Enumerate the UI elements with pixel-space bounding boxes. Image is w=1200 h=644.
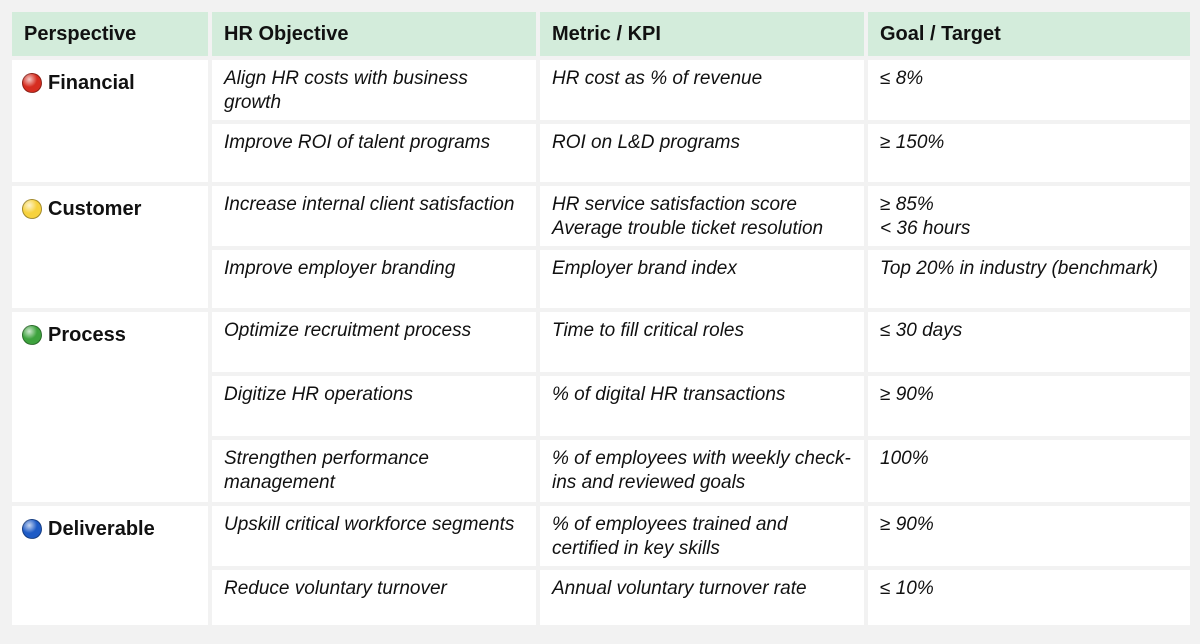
goal-text: ≥ 90%: [880, 514, 934, 535]
goal-text: ≥ 90%: [880, 384, 934, 405]
red-circle-icon: [22, 73, 42, 93]
metric-cell: HR service satisfaction score Average tr…: [540, 186, 864, 246]
metric-text: Annual voluntary turnover rate: [552, 578, 807, 599]
metric-cell: Time to fill critical roles: [540, 312, 864, 372]
perspective-label: Process: [48, 324, 126, 346]
perspective-label: Deliverable: [48, 518, 155, 540]
metric-text: HR cost as % of revenue: [552, 68, 763, 89]
objective-text: management: [224, 472, 335, 493]
goal-text: 100%: [880, 448, 929, 469]
green-circle-icon: [22, 325, 42, 345]
metric-cell: ROI on L&D programs: [540, 124, 864, 182]
objective-text: Improve ROI of talent programs: [224, 132, 491, 153]
objective-cell: Improve employer branding: [212, 250, 536, 308]
objective-cell: Strengthen performance management: [212, 440, 536, 502]
objective-text: growth: [224, 92, 282, 113]
metric-cell: Employer brand index: [540, 250, 864, 308]
header-goal-target: Goal / Target: [868, 12, 1190, 56]
perspective-customer: Customer: [12, 186, 208, 308]
metric-cell: % of employees with weekly check- ins an…: [540, 440, 864, 502]
perspective-label: Financial: [48, 72, 135, 94]
goal-text: ≤ 10%: [880, 578, 934, 599]
objective-text: Digitize HR operations: [224, 384, 414, 405]
goal-text: Top 20% in industry (benchmark): [880, 258, 1159, 279]
metric-text: % of employees with weekly check-: [552, 448, 851, 469]
header-metric-kpi: Metric / KPI: [540, 12, 864, 56]
objective-cell: Align HR costs with business growth: [212, 60, 536, 120]
goal-cell: ≤ 10%: [868, 570, 1190, 625]
metric-cell: % of digital HR transactions: [540, 376, 864, 436]
metric-text: certified in key skills: [552, 538, 720, 559]
objective-cell: Upskill critical workforce segments: [212, 506, 536, 566]
goal-cell: ≥ 150%: [868, 124, 1190, 182]
goal-cell: Top 20% in industry (benchmark): [868, 250, 1190, 308]
metric-text: Average trouble ticket resolution: [552, 218, 824, 239]
header-perspective: Perspective: [12, 12, 208, 56]
goal-cell: ≥ 85% < 36 hours: [868, 186, 1190, 246]
perspective-deliverable: Deliverable: [12, 506, 208, 625]
objective-cell: Reduce voluntary turnover: [212, 570, 536, 625]
balanced-scorecard-table: Perspective HR Objective Metric / KPI Go…: [12, 12, 1190, 631]
objective-text: Align HR costs with business: [224, 68, 468, 89]
objective-text: Reduce voluntary turnover: [224, 578, 447, 599]
metric-text: % of digital HR transactions: [552, 384, 786, 405]
objective-text: Optimize recruitment process: [224, 320, 472, 341]
goal-text: ≥ 150%: [880, 132, 945, 153]
metric-cell: % of employees trained and certified in …: [540, 506, 864, 566]
metric-text: Time to fill critical roles: [552, 320, 744, 341]
blue-circle-icon: [22, 519, 42, 539]
goal-cell: ≥ 90%: [868, 376, 1190, 436]
objective-text: Increase internal client satisfaction: [224, 194, 515, 215]
goal-cell: ≥ 90%: [868, 506, 1190, 566]
perspective-process: Process: [12, 312, 208, 502]
objective-text: Upskill critical workforce segments: [224, 514, 515, 535]
metric-text: % of employees trained and: [552, 514, 788, 535]
metric-cell: HR cost as % of revenue: [540, 60, 864, 120]
metric-cell: Annual voluntary turnover rate: [540, 570, 864, 625]
goal-text: ≥ 85%: [880, 194, 934, 215]
metric-text: ins and reviewed goals: [552, 472, 746, 493]
metric-text: HR service satisfaction score: [552, 194, 797, 215]
perspective-financial: Financial: [12, 60, 208, 182]
objective-text: Improve employer branding: [224, 258, 456, 279]
objective-cell: Increase internal client satisfaction: [212, 186, 536, 246]
goal-cell: 100%: [868, 440, 1190, 502]
metric-text: ROI on L&D programs: [552, 132, 740, 153]
goal-text: < 36 hours: [880, 218, 971, 239]
goal-text: ≤ 30 days: [880, 320, 963, 341]
header-hr-objective: HR Objective: [212, 12, 536, 56]
objective-cell: Digitize HR operations: [212, 376, 536, 436]
metric-text: Employer brand index: [552, 258, 737, 279]
goal-cell: ≤ 8%: [868, 60, 1190, 120]
objective-text: Strengthen performance: [224, 448, 429, 469]
goal-text: ≤ 8%: [880, 68, 924, 89]
goal-cell: ≤ 30 days: [868, 312, 1190, 372]
objective-cell: Improve ROI of talent programs: [212, 124, 536, 182]
perspective-label: Customer: [48, 198, 142, 220]
objective-cell: Optimize recruitment process: [212, 312, 536, 372]
yellow-circle-icon: [22, 199, 42, 219]
